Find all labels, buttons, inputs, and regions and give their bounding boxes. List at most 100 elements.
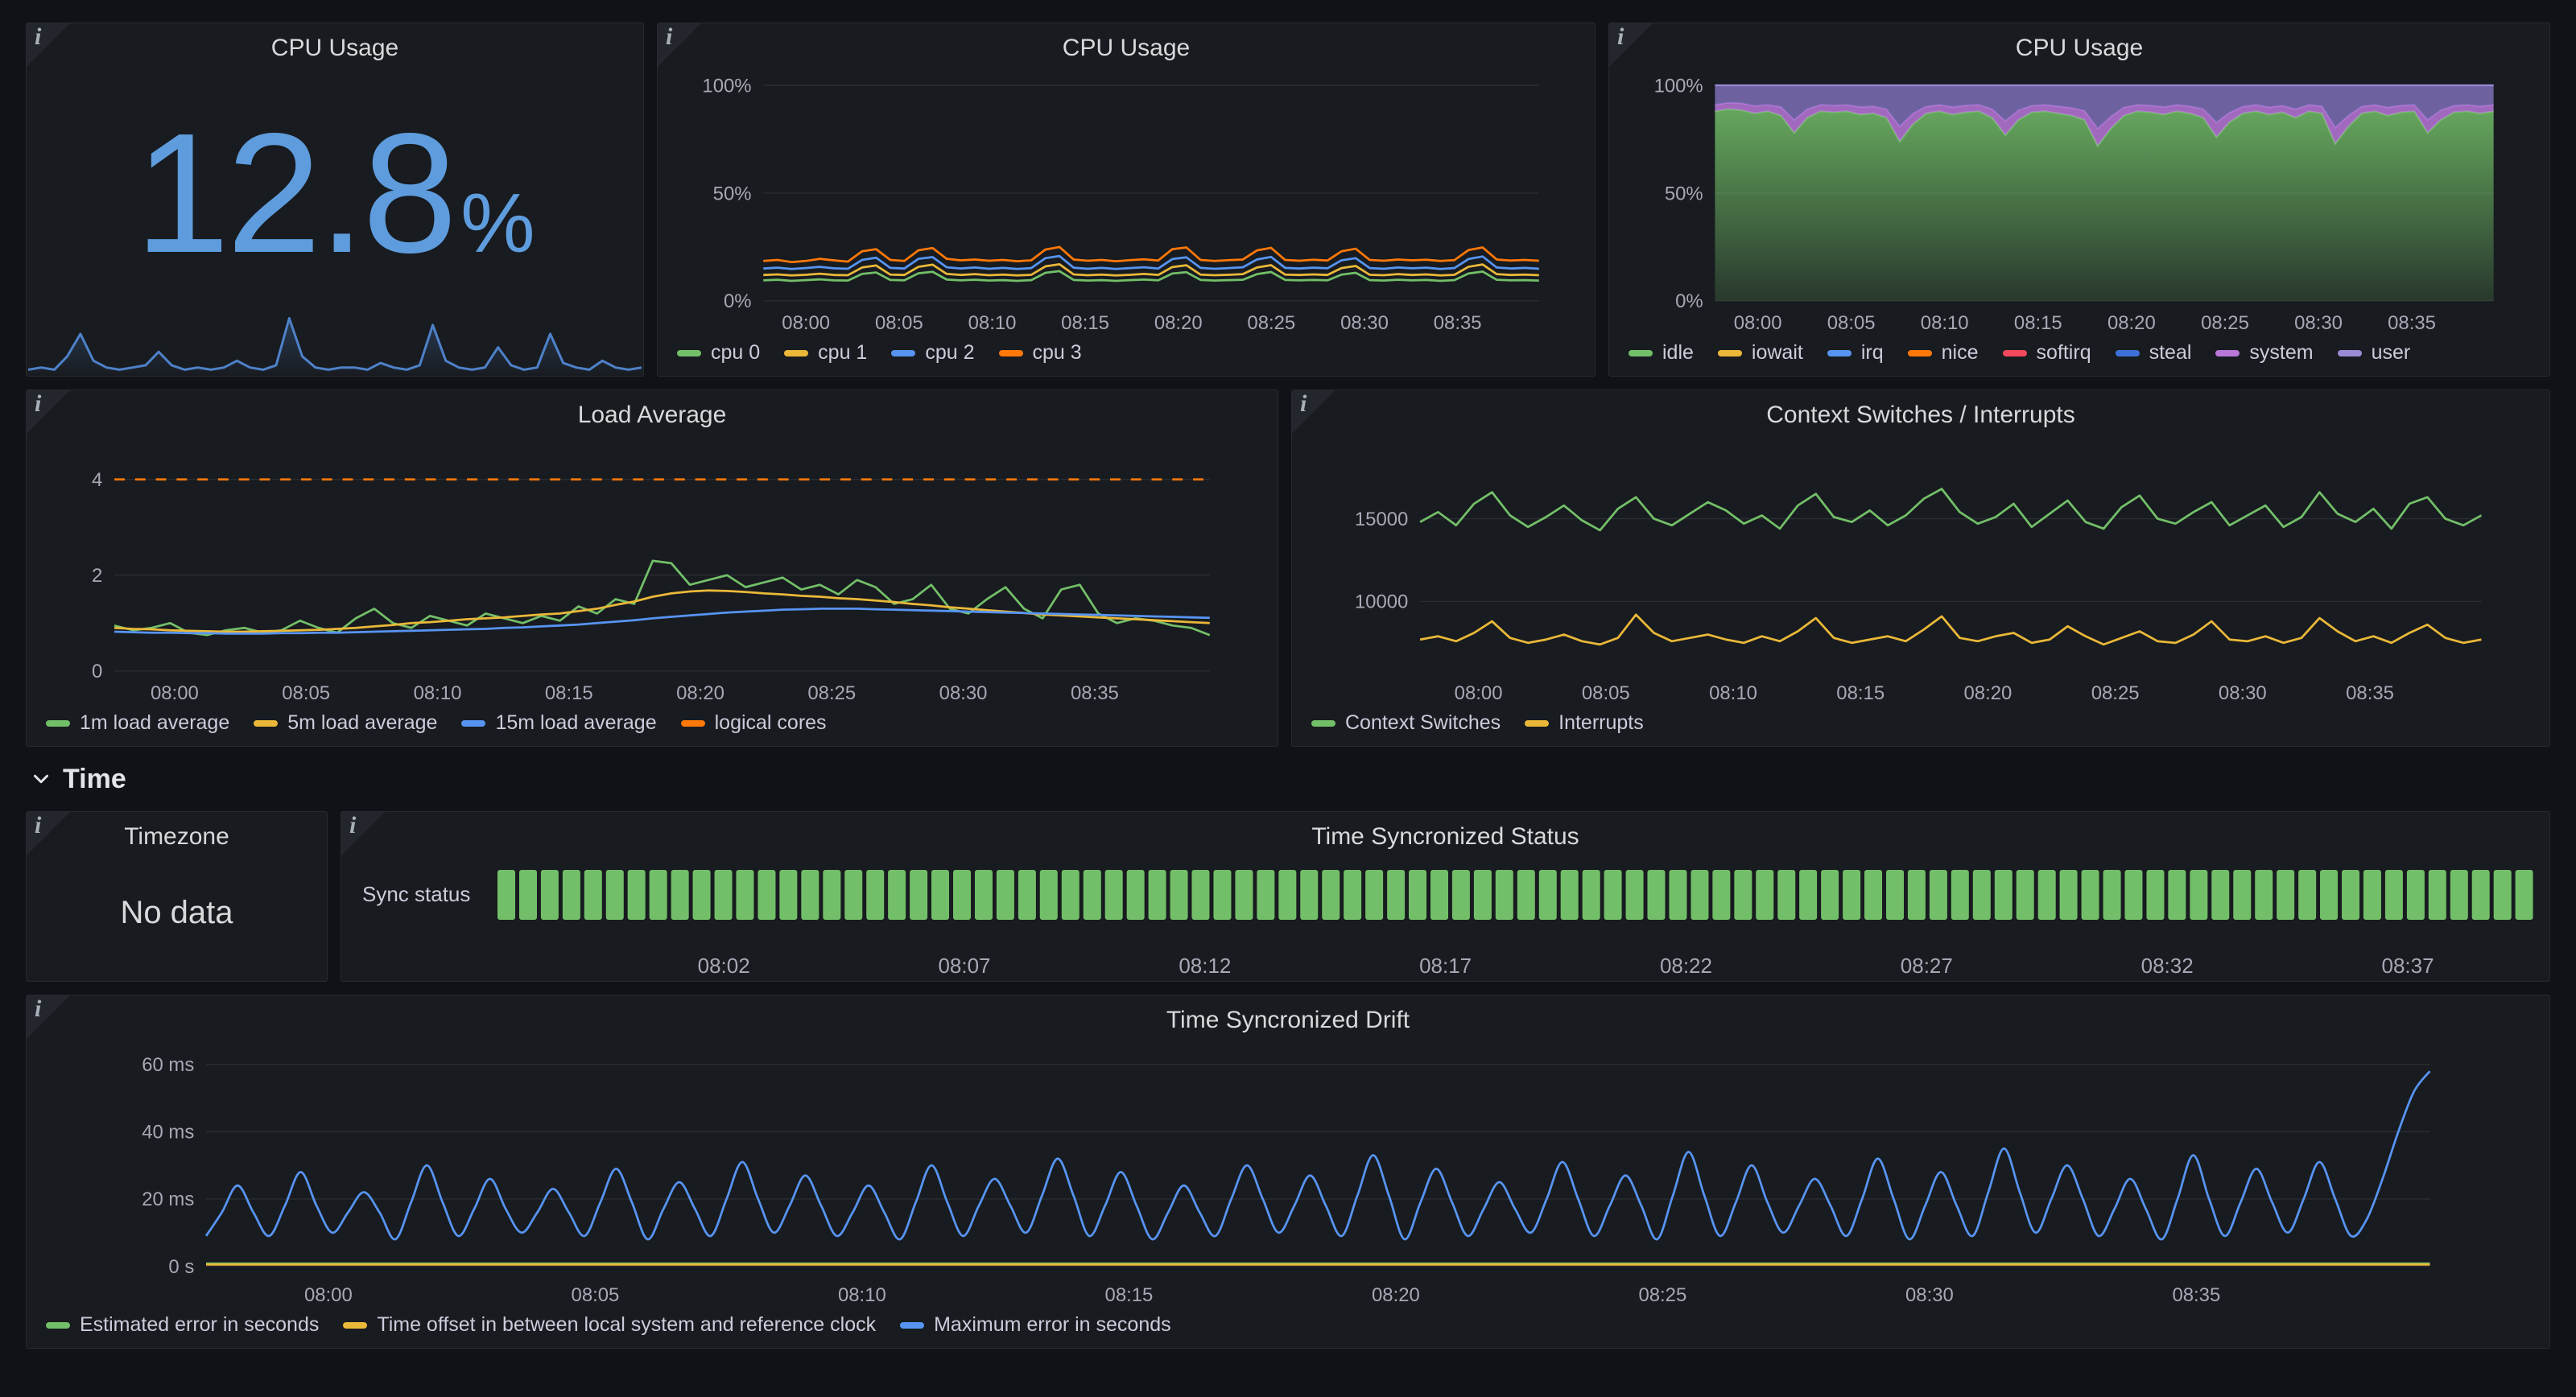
panel-title[interactable]: Time Syncronized Drift	[1166, 1007, 1410, 1033]
legend-item[interactable]: idle	[1629, 341, 1694, 365]
svg-text:08:05: 08:05	[572, 1284, 620, 1306]
svg-text:15000: 15000	[1355, 509, 1408, 530]
legend-item[interactable]: cpu 2	[891, 341, 975, 365]
panel-title[interactable]: Load Average	[577, 402, 727, 428]
legend-label: irq	[1860, 341, 1884, 364]
legend-item[interactable]: Interrupts	[1525, 711, 1644, 735]
panel-info-icon[interactable]: i	[1609, 23, 1653, 67]
legend: Estimated error in seconds Time offset in…	[27, 1308, 2549, 1348]
svg-text:08:05: 08:05	[875, 312, 923, 334]
drift-chart[interactable]: 0 s 20 ms 40 ms 60 ms 08:00 08:05 08:10 08:15 08…	[33, 1042, 2538, 1308]
section-title: Time	[63, 763, 126, 794]
svg-text:08:00: 08:00	[304, 1284, 353, 1306]
legend-label: Estimated error in seconds	[80, 1313, 320, 1336]
panel-info-icon[interactable]: i	[341, 812, 385, 855]
svg-text:08:25: 08:25	[1247, 312, 1295, 334]
legend-item[interactable]: Time offset in between local system and …	[343, 1313, 876, 1337]
legend-swatch	[254, 719, 279, 727]
legend-swatch	[680, 719, 705, 727]
svg-text:08:05: 08:05	[1827, 312, 1876, 334]
legend-item[interactable]: cpu 1	[784, 341, 867, 365]
legend-item[interactable]: softirq	[2002, 341, 2091, 365]
sync-status-history[interactable]: 08:02 08:07 08:12 08:17 08:22 08:27 08:32 08:37	[497, 855, 2537, 981]
row-cpu: i CPU Usage 12.8% i CPU Usage 0% 50% 100% 0…	[26, 23, 2550, 377]
svg-text:08:05: 08:05	[1582, 682, 1630, 704]
cpu-modes-chart[interactable]: 0% 50% 100% 08:00 08:05 08:10 08:15 08:20 08:25 0…	[1616, 70, 2538, 336]
legend-label: cpu 3	[1032, 341, 1082, 364]
legend-item[interactable]: steal	[2115, 341, 2191, 365]
svg-text:08:37: 08:37	[2382, 954, 2434, 978]
legend-label: cpu 2	[925, 341, 975, 364]
legend-swatch	[1629, 349, 1653, 356]
legend-item[interactable]: user	[2337, 341, 2410, 365]
svg-text:08:00: 08:00	[1455, 682, 1503, 704]
section-time-header[interactable]: Time	[26, 760, 2550, 798]
legend-swatch	[900, 1321, 925, 1329]
legend-item[interactable]: cpu 3	[998, 341, 1082, 365]
legend-label: 15m load average	[495, 711, 657, 734]
panel-title[interactable]: Context Switches / Interrupts	[1766, 402, 2075, 428]
panel-title[interactable]: Timezone	[124, 823, 229, 850]
panel-title[interactable]: CPU Usage	[2015, 35, 2144, 61]
legend-item[interactable]: logical cores	[680, 711, 827, 735]
svg-text:08:15: 08:15	[1836, 682, 1885, 704]
svg-text:08:10: 08:10	[414, 682, 462, 704]
panel-title[interactable]: Time Syncronized Status	[1311, 823, 1579, 850]
legend-swatch	[46, 719, 70, 727]
legend-item[interactable]: iowait	[1717, 341, 1803, 365]
legend-label: cpu 1	[818, 341, 868, 364]
legend: 1m load average 5m load average 15m load a…	[27, 707, 1278, 746]
legend-swatch	[677, 349, 701, 356]
legend-item[interactable]: 15m load average	[461, 711, 657, 735]
svg-text:08:30: 08:30	[2294, 312, 2343, 334]
legend-item[interactable]: Estimated error in seconds	[46, 1313, 319, 1337]
legend-swatch	[1907, 349, 1932, 356]
panel-info-icon[interactable]: i	[27, 390, 70, 434]
panel-info-icon[interactable]: i	[658, 23, 701, 67]
panel-info-icon[interactable]: i	[1292, 390, 1335, 434]
panel-cpu-per-core: i CPU Usage 0% 50% 100% 08:00 08:05 08:10 08:1…	[657, 23, 1596, 377]
svg-text:08:20: 08:20	[1372, 1284, 1420, 1306]
legend-item[interactable]: cpu 0	[677, 341, 760, 365]
svg-text:08:25: 08:25	[1638, 1284, 1686, 1306]
panel-cpu-modes: i CPU Usage 0% 50% 100% 08:00 08:05 08:10 08:1…	[1608, 23, 2550, 377]
svg-text:08:25: 08:25	[807, 682, 856, 704]
legend-item[interactable]: system	[2215, 341, 2314, 365]
legend-label: logical cores	[714, 711, 827, 734]
legend-item[interactable]: nice	[1907, 341, 1979, 365]
legend-swatch	[1827, 349, 1852, 356]
panel-context-switches: i Context Switches / Interrupts 10000 150…	[1291, 389, 2550, 747]
legend-label: Maximum error in seconds	[934, 1313, 1171, 1336]
legend-item[interactable]: Context Switches	[1311, 711, 1501, 735]
svg-text:08:17: 08:17	[1420, 954, 1472, 978]
context-switches-chart[interactable]: 10000 15000 08:00 08:05 08:10 08:15 08:20 08:25…	[1298, 437, 2538, 707]
legend-item[interactable]: 1m load average	[46, 711, 229, 735]
svg-text:08:10: 08:10	[968, 312, 1017, 334]
load-average-chart[interactable]: 0 2 4 08:00 08:05 08:10 08:15 08:20 08:25 08:30 08…	[33, 437, 1266, 707]
row-load-ctx: i Load Average 0 2 4 08:00 08:05 08:10 08:15 08…	[26, 389, 2550, 747]
svg-text:0%: 0%	[724, 291, 752, 312]
legend-item[interactable]: 5m load average	[254, 711, 437, 735]
legend-label: softirq	[2036, 341, 2091, 364]
panel-info-icon[interactable]: i	[27, 995, 70, 1039]
cpu-per-core-chart[interactable]: 0% 50% 100% 08:00 08:05 08:10 08:15 08:20 08:25 0…	[664, 70, 1583, 336]
svg-text:08:15: 08:15	[2014, 312, 2062, 334]
panel-title[interactable]: CPU Usage	[270, 35, 399, 61]
panel-info-icon[interactable]: i	[27, 23, 70, 67]
legend-item[interactable]: Maximum error in seconds	[900, 1313, 1171, 1337]
panel-title[interactable]: CPU Usage	[1062, 35, 1191, 61]
panel-timezone: i Timezone No data	[26, 811, 328, 982]
legend-swatch	[343, 1321, 368, 1329]
svg-text:0 s: 0 s	[168, 1256, 194, 1278]
stat-number: 12.8	[134, 97, 457, 289]
panel-info-icon[interactable]: i	[27, 812, 70, 855]
svg-text:08:15: 08:15	[1105, 1284, 1154, 1306]
svg-text:100%: 100%	[702, 75, 751, 97]
legend-item[interactable]: irq	[1827, 341, 1884, 365]
chevron-down-icon	[34, 774, 48, 784]
svg-text:08:35: 08:35	[2172, 1284, 2220, 1306]
legend-swatch	[1311, 719, 1335, 727]
svg-text:50%: 50%	[713, 183, 752, 204]
cpu-usage-sparkline[interactable]	[28, 298, 642, 374]
legend-label: nice	[1941, 341, 1979, 364]
